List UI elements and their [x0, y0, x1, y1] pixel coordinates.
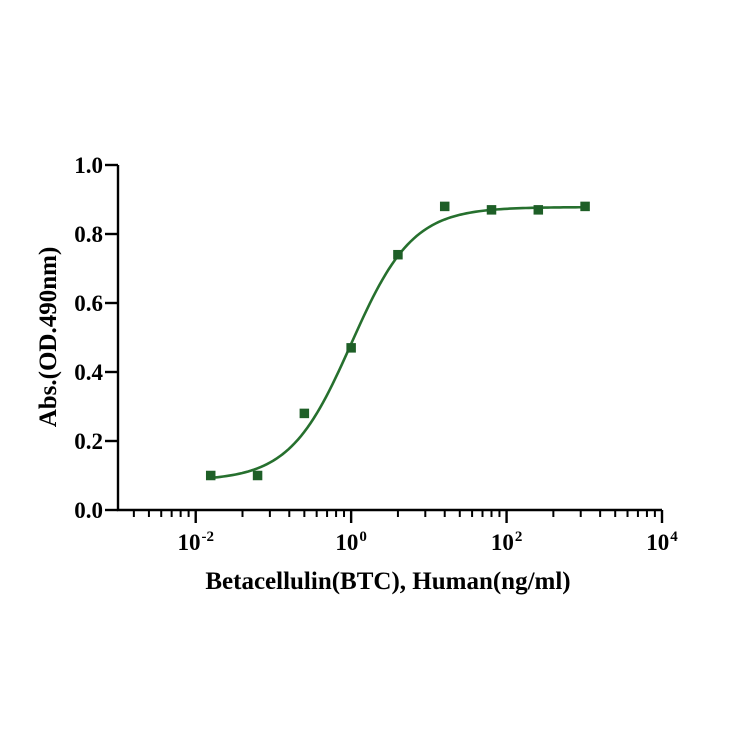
y-tick-label: 0.2: [74, 429, 103, 454]
x-tick-label: 104: [646, 529, 678, 555]
ticks-layer: [105, 163, 664, 523]
data-point-marker: [580, 201, 590, 212]
tick-labels-layer: 0.0 0.2 0.4 0.6 0.8 1.0 10-2 100 102 104: [74, 153, 678, 555]
data-point-marker: [299, 408, 310, 419]
y-tick-label: 0.4: [74, 360, 103, 385]
data-point-marker: [205, 470, 216, 481]
axis-lines: [116, 165, 662, 512]
x-axis-title: Betacellulin(BTC), Human(ng/ml): [205, 568, 570, 595]
y-tick-label: 0.0: [74, 498, 103, 523]
x-tick-label: 102: [491, 529, 522, 555]
data-point-marker: [439, 201, 450, 212]
data-point-marker: [346, 343, 356, 353]
y-tick-label: 1.0: [74, 153, 103, 178]
data-point-marker: [533, 205, 544, 215]
y-axis-title: Abs.(OD.490nm): [35, 247, 62, 428]
data-point-marker: [252, 470, 263, 481]
axes-layer: [116, 165, 662, 512]
x-tick-label: 10-2: [177, 529, 214, 555]
fit-curve: [209, 205, 587, 480]
y-tick-label: 0.6: [74, 291, 103, 316]
data-point-marker: [393, 249, 403, 260]
x-tick-label: 100: [335, 529, 367, 555]
fit-curve-layer: [209, 205, 587, 480]
y-tick-label: 0.8: [74, 222, 103, 247]
data-points-layer: [205, 201, 590, 481]
data-point-marker: [486, 205, 497, 215]
